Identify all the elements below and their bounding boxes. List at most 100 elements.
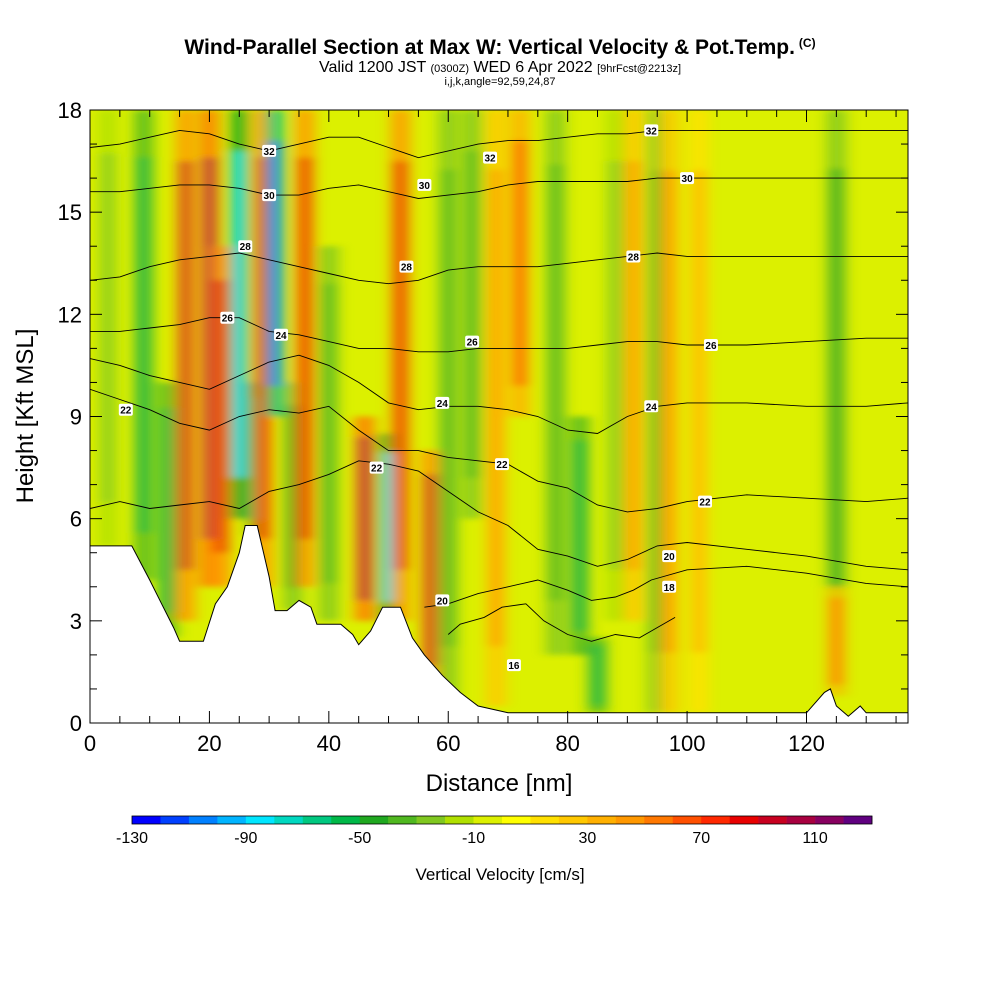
velocity-column <box>623 110 643 621</box>
contour-label: 32 <box>262 144 277 158</box>
contour-label: 26 <box>220 311 235 325</box>
y-tick-label: 12 <box>58 302 82 327</box>
svg-text:22: 22 <box>699 498 711 509</box>
colorbar-swatch <box>530 816 560 824</box>
svg-text:16: 16 <box>508 661 520 672</box>
svg-text:26: 26 <box>467 338 479 349</box>
colorbar: -130 -90 -50 -10 30 70 110 <box>116 815 873 847</box>
velocity-column <box>546 110 566 655</box>
svg-text:24: 24 <box>437 399 449 410</box>
colorbar-swatch <box>188 816 218 824</box>
svg-text:32: 32 <box>264 147 276 158</box>
colorbar-swatch <box>843 816 873 824</box>
theta-contour <box>447 603 676 642</box>
x-tick-label: 120 <box>788 731 825 756</box>
contour-label: 32 <box>483 151 498 165</box>
colorbar-tick-label: -10 <box>462 830 485 847</box>
x-axis: 0 20 40 60 80 100 120 <box>84 110 897 756</box>
colorbar-title: Vertical Velocity [cm/s] <box>415 865 584 884</box>
colorbar-tick-label: -130 <box>116 830 148 847</box>
svg-text:26: 26 <box>705 341 717 352</box>
velocity-column <box>134 110 154 580</box>
colorbar-tick-label: -50 <box>348 830 371 847</box>
chart-title-text: Wind-Parallel Section at Max W: Vertical… <box>184 36 795 59</box>
velocity-column <box>175 110 196 621</box>
theta-contour <box>90 129 908 159</box>
y-axis-title: Height [Kft MSL] <box>12 329 39 504</box>
velocity-column <box>158 382 178 638</box>
valid-prefix: Valid 1200 JST <box>318 59 427 76</box>
x-tick-label: 40 <box>317 731 341 756</box>
svg-text:32: 32 <box>646 126 658 137</box>
velocity-column <box>689 110 709 713</box>
svg-text:20: 20 <box>664 552 676 563</box>
grid-params: i,j,k,angle=92,59,24,87 <box>444 76 556 88</box>
svg-text:20: 20 <box>437 596 449 607</box>
velocity-column <box>826 586 846 696</box>
colorbar-swatch <box>644 816 674 824</box>
velocity-column <box>510 110 530 417</box>
y-axis: 0 3 6 9 12 15 18 <box>58 98 908 736</box>
contour-labels: 32 32 32 30 30 30 28 28 28 26 26 26 24 24 24 22 22 22 22 20… <box>118 124 718 672</box>
contour-label: 32 <box>644 124 659 137</box>
contour-label: 30 <box>680 172 695 185</box>
contour-label: 24 <box>644 400 659 413</box>
svg-text:30: 30 <box>419 181 431 192</box>
colorbar-swatch <box>729 816 759 824</box>
colorbar-swatch <box>502 816 531 824</box>
colorbar-swatch <box>132 816 161 824</box>
x-tick-label: 80 <box>555 731 579 756</box>
colorbar-tick-label: 110 <box>802 830 828 847</box>
colorbar-tick-label: 30 <box>578 830 596 847</box>
x-tick-label: 100 <box>669 731 706 756</box>
svg-text:22: 22 <box>371 464 383 475</box>
y-tick-label: 6 <box>70 507 82 532</box>
velocity-column <box>390 110 411 621</box>
contour-label: 22 <box>118 403 133 417</box>
contour-label: 20 <box>435 594 450 607</box>
svg-text:24: 24 <box>276 331 288 342</box>
svg-text:30: 30 <box>264 191 276 202</box>
velocity-column <box>355 416 375 621</box>
valid-time: Valid 1200 JST (0300Z) WED 6 Apr 2022 [9… <box>0 59 1000 77</box>
colorbar-swatch <box>758 816 787 824</box>
theta-contour <box>90 460 908 571</box>
contour-label: 24 <box>274 328 289 342</box>
y-tick-label: 18 <box>58 98 82 123</box>
contour-label: 22 <box>369 461 384 475</box>
colorbar-swatch <box>388 816 417 824</box>
contour-label: 28 <box>399 260 414 274</box>
colorbar-swatch <box>615 816 645 824</box>
svg-text:28: 28 <box>401 263 413 274</box>
svg-text:18: 18 <box>664 583 676 594</box>
colorbar-swatch <box>245 816 275 824</box>
svg-text:32: 32 <box>484 154 496 165</box>
contour-label: 30 <box>417 178 432 192</box>
contour-label: 20 <box>662 550 677 563</box>
y-tick-label: 3 <box>70 609 82 634</box>
y-tick-label: 15 <box>58 200 82 225</box>
x-tick-label: 0 <box>84 731 96 756</box>
valid-date: WED 6 Apr 2022 <box>473 59 593 76</box>
plot-area: 32 32 32 30 30 30 28 28 28 26 26 26 24 24 24 22 22 22 22 20… <box>90 110 908 723</box>
copyright-mark: (C) <box>798 36 816 50</box>
chart-title: Wind-Parallel Section at Max W: Vertical… <box>0 36 1000 60</box>
svg-text:28: 28 <box>240 242 252 253</box>
colorbar-swatch <box>359 816 389 824</box>
y-tick-label: 0 <box>70 711 82 736</box>
velocity-column <box>462 110 482 519</box>
velocity-column <box>295 110 315 587</box>
contour-label: 22 <box>494 458 509 471</box>
valid-utc: (0300Z) <box>430 63 469 75</box>
forecast-info: [9hrFcst@2213z] <box>597 63 682 75</box>
velocity-column <box>420 450 440 689</box>
contour-label: 16 <box>506 659 521 672</box>
colorbar-swatch <box>473 816 503 824</box>
colorbar-swatch <box>302 816 332 824</box>
colorbar-swatch <box>786 816 816 824</box>
contour-label: 24 <box>435 396 450 410</box>
theta-contour <box>90 252 908 285</box>
colorbar-tick-label: -90 <box>234 830 257 847</box>
svg-text:24: 24 <box>646 402 658 413</box>
